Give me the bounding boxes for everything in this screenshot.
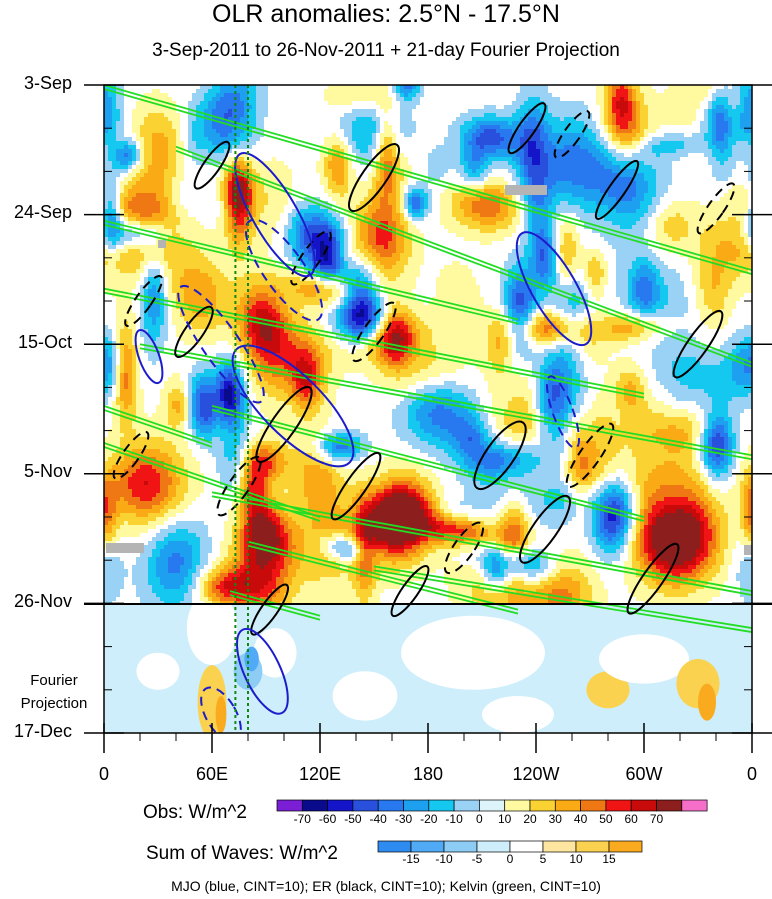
fourier-label-line2: Projection <box>20 695 88 712</box>
y-tick-label: 24-Sep <box>13 202 72 222</box>
plot-frame <box>84 84 772 753</box>
obs-colorbar-label: 40 <box>573 812 588 826</box>
obs-colorbar-label: 60 <box>624 812 638 826</box>
obs-colorbar-label: -30 <box>394 812 413 826</box>
projected-olr-field <box>104 604 752 733</box>
obs-colorbar-label: -40 <box>369 812 387 826</box>
x-tick-label: 0 <box>98 764 109 784</box>
waves-colorbar-title: Sum of Waves: W/m^2 <box>146 843 338 864</box>
obs-colorbar-label: -50 <box>344 812 362 826</box>
wave-contours <box>104 85 752 733</box>
obs-colorbar-label: -20 <box>420 812 438 826</box>
obs-colorbar-label: 20 <box>523 812 537 826</box>
obs-colorbar-label: -60 <box>318 812 337 826</box>
x-tick-label: 60E <box>195 764 229 784</box>
x-tick-label: 120W <box>512 764 560 784</box>
waves-colorbar-label: 0 <box>506 852 514 866</box>
waves-colorbar-label: 5 <box>539 852 547 866</box>
x-tick-label: 60W <box>625 764 663 784</box>
x-tick-label: 120E <box>298 764 342 784</box>
obs-colorbar-title: Obs: W/m^2 <box>143 802 247 823</box>
obs-colorbar <box>276 799 708 812</box>
obs-colorbar-label: 70 <box>649 812 664 826</box>
waves-colorbar-label: -5 <box>471 852 483 866</box>
waves-colorbar-label: -15 <box>402 852 420 866</box>
waves-colorbar-label: 10 <box>569 852 583 866</box>
x-tick-label: 180 <box>412 764 444 784</box>
obs-colorbar-label: -70 <box>293 812 311 826</box>
waves-colorbar-label: 15 <box>602 852 616 866</box>
obs-colorbar-label: 0 <box>476 812 483 826</box>
obs-colorbar-label: 50 <box>599 812 613 826</box>
y-tick-label: 26-Nov <box>13 591 72 611</box>
obs-colorbar-label: -10 <box>445 812 463 826</box>
chart-subtitle: 3-Sep-2011 to 26-Nov-2011 + 21-day Fouri… <box>152 40 620 61</box>
obs-colorbar-label: 10 <box>498 812 512 826</box>
y-tick-label: 3-Sep <box>23 73 72 93</box>
fourier-label-line1: Fourier <box>30 672 78 689</box>
y-tick-label: 5-Nov <box>23 461 72 481</box>
legend-note: MJO (blue, CINT=10); ER (black, CINT=10)… <box>171 878 601 894</box>
waves-colorbar <box>377 840 643 853</box>
y-tick-label: 15-Oct <box>17 332 72 352</box>
chart-title: OLR anomalies: 2.5°N - 17.5°N <box>212 0 560 28</box>
obs-colorbar-label: 30 <box>548 812 562 826</box>
y-tick-label: 17-Dec <box>13 721 72 741</box>
x-tick-label: 0 <box>746 764 757 784</box>
waves-colorbar-label: -10 <box>435 852 453 866</box>
